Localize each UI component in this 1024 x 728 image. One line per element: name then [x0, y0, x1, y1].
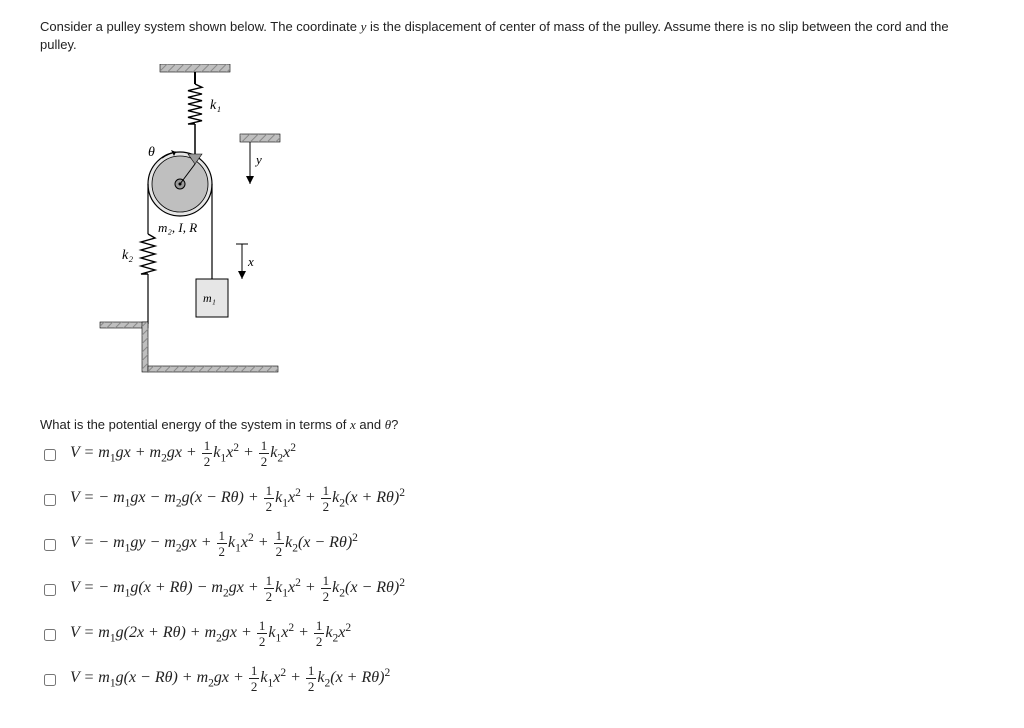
subq-mid: and [356, 417, 385, 432]
option-formula: V = − m1gy − m2gx + 12k1x2 + 12k2(x − Rθ… [70, 529, 358, 558]
svg-text:k₁: k₁ [210, 98, 221, 113]
option-formula: V = m1gx + m2gx + 12k1x2 + 12k2x2 [70, 439, 296, 468]
svg-text:m₂, I, R: m₂, I, R [158, 220, 197, 235]
svg-text:θ: θ [148, 145, 155, 160]
option-formula: V = m1g(2x + Rθ) + m2gx + 12k1x2 + 12k2x… [70, 619, 351, 648]
pulley-diagram: k₁ θ m₂, I, R y m₁ k₂ x [90, 64, 984, 387]
option-formula: V = − m1g(x + Rθ) − m2gx + 12k1x2 + 12k2… [70, 574, 405, 603]
option-checkbox[interactable] [44, 539, 56, 551]
option-row: V = m1g(x − Rθ) + m2gx + 12k1x2 + 12k2(x… [40, 664, 984, 693]
svg-text:y: y [254, 152, 262, 167]
option-checkbox[interactable] [44, 584, 56, 596]
option-formula: V = m1g(x − Rθ) + m2gx + 12k1x2 + 12k2(x… [70, 664, 390, 693]
option-checkbox[interactable] [44, 494, 56, 506]
option-row: V = m1gx + m2gx + 12k1x2 + 12k2x2 [40, 439, 984, 468]
subq-suffix: ? [391, 417, 398, 432]
svg-text:x: x [247, 254, 254, 269]
option-row: V = m1g(2x + Rθ) + m2gx + 12k1x2 + 12k2x… [40, 619, 984, 648]
svg-text:k₂: k₂ [122, 248, 133, 263]
option-checkbox[interactable] [44, 674, 56, 686]
option-checkbox[interactable] [44, 449, 56, 461]
option-formula: V = − m1gx − m2g(x − Rθ) + 12k1x2 + 12k2… [70, 484, 405, 513]
svg-text:m₁: m₁ [203, 291, 216, 305]
option-row: V = − m1gy − m2gx + 12k1x2 + 12k2(x − Rθ… [40, 529, 984, 558]
options-list: V = m1gx + m2gx + 12k1x2 + 12k2x2 V = − m… [40, 439, 984, 693]
intro-prefix: Consider a pulley system shown below. Th… [40, 19, 361, 34]
subq-prefix: What is the potential energy of the syst… [40, 417, 350, 432]
option-checkbox[interactable] [44, 629, 56, 641]
question-intro: Consider a pulley system shown below. Th… [40, 18, 984, 54]
option-row: V = − m1g(x + Rθ) − m2gx + 12k1x2 + 12k2… [40, 574, 984, 603]
option-row: V = − m1gx − m2g(x − Rθ) + 12k1x2 + 12k2… [40, 484, 984, 513]
sub-question: What is the potential energy of the syst… [40, 417, 984, 433]
